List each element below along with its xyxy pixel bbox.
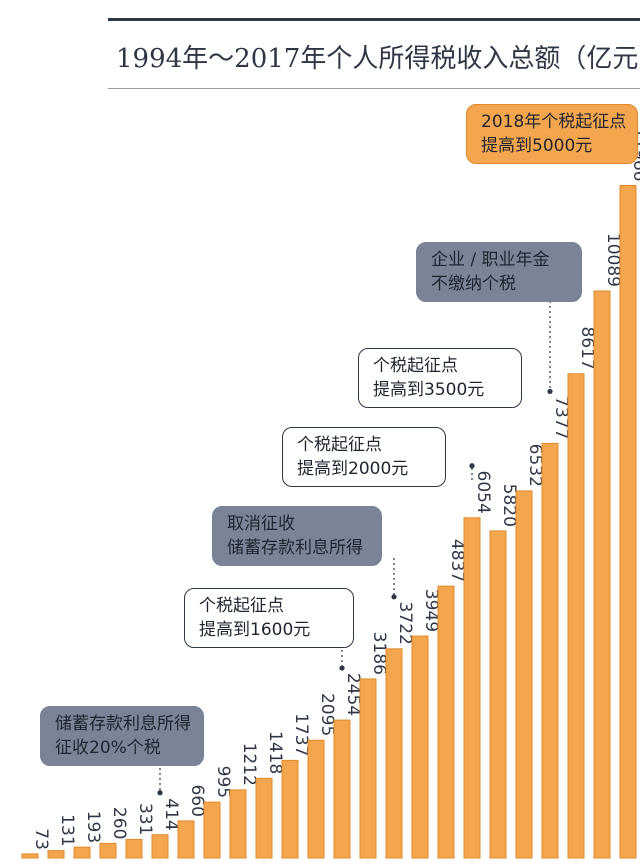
bar-value-label: 193 xyxy=(83,811,103,843)
bar-value-label: 73 xyxy=(31,828,51,850)
bar-2008 xyxy=(385,648,403,859)
bar-1995 xyxy=(47,850,65,859)
bar-1997 xyxy=(99,842,117,859)
bar-value-label: 2454 xyxy=(343,673,363,716)
bar-value-label: 8617 xyxy=(577,326,597,369)
bar-2015 xyxy=(567,373,585,859)
title-bottom-rule xyxy=(108,88,640,89)
bar-value-label: 6532 xyxy=(525,444,545,487)
bar-2001 xyxy=(203,801,221,859)
bar-2006 xyxy=(333,719,351,859)
annotation-line: 企业 / 职业年金 xyxy=(431,250,550,270)
bar-2003 xyxy=(255,777,273,859)
annotation-leader-dot xyxy=(339,665,345,671)
annotation-line: 2018年个税起征点 xyxy=(481,112,627,132)
annotation-box: 企业 / 职业年金 不缴纳个税 xyxy=(416,242,582,302)
annotation-line: 提高到2000元 xyxy=(297,459,409,479)
bar-2014 xyxy=(541,442,559,859)
annotation-line: 取消征收 xyxy=(227,514,295,534)
bar-1999 xyxy=(151,834,169,859)
bar-value-label: 1737 xyxy=(291,713,311,756)
bar-2016 xyxy=(593,290,611,859)
bar-2004 xyxy=(281,759,299,859)
annotation-box: 个税起征点 提高到3500元 xyxy=(358,348,522,408)
bar-value-label: 6054 xyxy=(473,470,493,513)
bar-value-label: 414 xyxy=(161,798,181,830)
bar-2017 xyxy=(619,185,637,859)
bar-value-label: 260 xyxy=(109,807,129,839)
chart-title: 1994年～2017年个人所得税收入总额（亿元） xyxy=(116,44,640,74)
annotation-box: 个税起征点 提高到2000元 xyxy=(282,427,446,487)
bar-2005 xyxy=(307,739,325,859)
bar-value-label: 3722 xyxy=(395,602,415,645)
annotation-line: 储蓄存款利息所得 xyxy=(227,538,363,558)
annotation-box: 取消征收 储蓄存款利息所得 xyxy=(212,506,382,566)
annotation-box: 2018年个税起征点 提高到5000元 xyxy=(466,104,638,164)
bar-value-label: 4837 xyxy=(447,539,467,582)
annotation-line: 储蓄存款利息所得 xyxy=(55,714,191,734)
bar-2000 xyxy=(177,820,195,859)
annotation-box: 储蓄存款利息所得 征收20%个税 xyxy=(40,706,204,766)
bar-2007 xyxy=(359,678,377,859)
bar-value-label: 660 xyxy=(187,784,207,816)
bar-value-label: 1212 xyxy=(239,743,259,786)
bar-value-label: 10089 xyxy=(603,233,623,287)
bar-2012 xyxy=(489,530,507,859)
annotation-line: 个税起征点 xyxy=(297,435,382,455)
bar-2002 xyxy=(229,789,247,859)
bar-value-label: 1418 xyxy=(265,731,285,774)
annotation-line: 提高到1600元 xyxy=(199,620,311,640)
bar-value-label: 3186 xyxy=(369,632,389,675)
bar-value-label: 995 xyxy=(213,766,233,798)
bar-2013 xyxy=(515,490,533,859)
annotation-leader-dot xyxy=(469,463,475,469)
bar-2009 xyxy=(411,635,429,859)
annotation-line: 个税起征点 xyxy=(199,596,284,616)
annotation-box: 个税起征点 提高到1600元 xyxy=(184,588,354,648)
bar-2010 xyxy=(437,585,455,859)
annotation-leader-dot xyxy=(157,790,163,796)
bar-value-label: 2095 xyxy=(317,693,337,736)
annotation-line: 征收20%个税 xyxy=(55,738,161,758)
title-top-rule xyxy=(108,18,640,21)
bar-value-label: 3949 xyxy=(421,589,441,632)
annotation-leader-dot xyxy=(547,388,553,395)
bar-1996 xyxy=(73,846,91,859)
annotation-line: 提高到3500元 xyxy=(373,380,485,400)
bar-value-label: 131 xyxy=(57,814,77,846)
bar-value-label: 7377 xyxy=(551,396,571,439)
bar-value-label: 331 xyxy=(135,803,155,835)
bar-1998 xyxy=(125,838,143,859)
annotation-line: 提高到5000元 xyxy=(481,136,593,156)
annotation-line: 不缴纳个税 xyxy=(431,274,516,294)
bar-value-label: 5820 xyxy=(499,484,519,527)
annotation-leader-dot xyxy=(391,594,397,600)
bar-1994 xyxy=(21,853,39,859)
annotation-line: 个税起征点 xyxy=(373,356,458,376)
bar-2011 xyxy=(463,517,481,859)
